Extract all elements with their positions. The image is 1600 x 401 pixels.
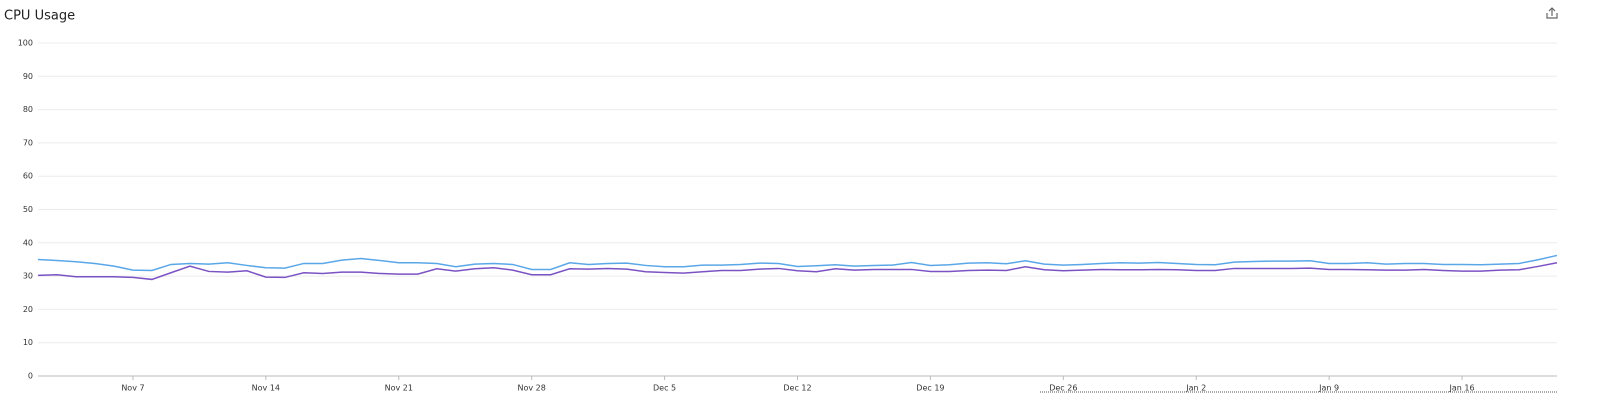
export-icon[interactable]: [1546, 7, 1558, 19]
series-line: [37, 254, 1558, 272]
y-tick-label: 90: [23, 72, 33, 81]
export-arrow[interactable]: [1548, 7, 1556, 16]
x-tick-label: Nov 7: [121, 384, 144, 393]
x-tick-label: Jan 16: [1449, 384, 1475, 393]
x-tick-label: Dec 26: [1049, 384, 1077, 393]
x-tick-label: Nov 14: [252, 384, 280, 393]
x-tick-label: Dec 19: [916, 384, 944, 393]
x-tick-label: Jan 9: [1318, 384, 1339, 393]
export-tray[interactable]: [1546, 13, 1558, 19]
chart-title: CPU Usage: [4, 9, 75, 24]
x-tick-label: Jan 2: [1185, 384, 1206, 393]
y-tick-label: 30: [23, 272, 33, 281]
y-tick-label: 50: [23, 205, 33, 214]
y-tick-label: 70: [23, 138, 33, 147]
y-tick-label: 60: [23, 172, 33, 181]
y-tick-label: 10: [23, 338, 33, 347]
x-tick-label: Dec 5: [653, 384, 676, 393]
y-tick-label: 20: [23, 305, 33, 314]
y-tick-label: 40: [23, 238, 33, 247]
x-tick-label: Dec 12: [783, 384, 811, 393]
y-tick-label: 0: [28, 372, 33, 381]
y-tick-label: 100: [18, 39, 33, 48]
x-tick-label: Nov 28: [518, 384, 546, 393]
x-tick-label: Nov 21: [385, 384, 413, 393]
series-line: [37, 262, 1558, 281]
y-tick-label: 80: [23, 105, 33, 114]
